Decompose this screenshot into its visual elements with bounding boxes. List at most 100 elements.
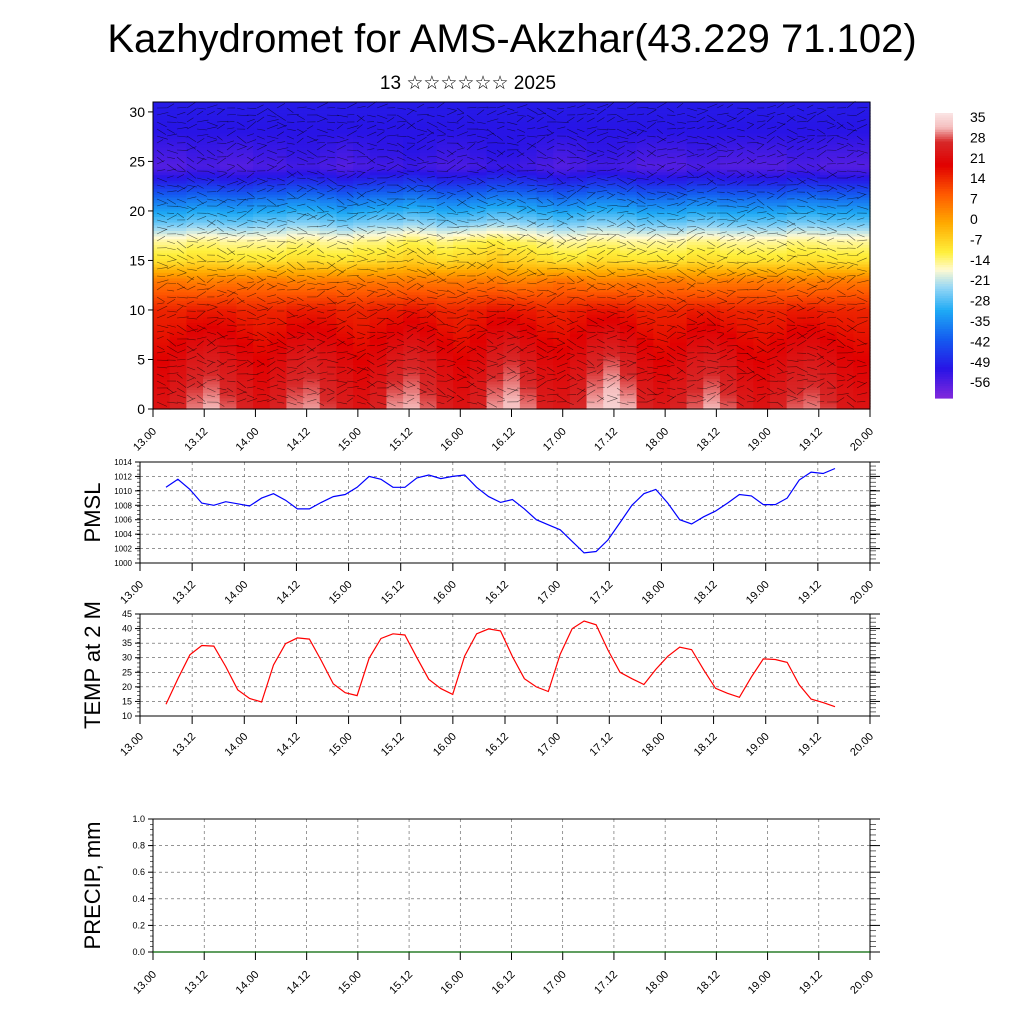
- wind-streak: [206, 126, 217, 130]
- heatmap-cell: [336, 174, 354, 178]
- wind-streak: [806, 104, 814, 109]
- heatmap-cell: [669, 291, 688, 296]
- heatmap-cell: [369, 286, 388, 290]
- heatmap-cell: [836, 110, 854, 114]
- heatmap-cell: [203, 300, 221, 304]
- heatmap-cell: [153, 300, 171, 304]
- heatmap-cell: [203, 155, 221, 159]
- heatmap-cell: [219, 353, 237, 357]
- heatmap-cell: [519, 386, 538, 391]
- heatmap-cell: [319, 283, 338, 287]
- wind-streak: [646, 119, 658, 123]
- heatmap-cell: [719, 249, 738, 254]
- heatmap-cell: [336, 369, 354, 374]
- heatmap-cell: [786, 375, 804, 379]
- heatmap-cell: [719, 314, 738, 318]
- heatmap-cell: [553, 244, 571, 248]
- heatmap-cell: [236, 160, 254, 164]
- wind-streak: [516, 114, 526, 117]
- heatmap-cell: [469, 358, 488, 363]
- heatmap-cell: [536, 233, 554, 237]
- heatmap-cell: [486, 311, 504, 315]
- heatmap-cell: [653, 258, 671, 262]
- heatmap-cell: [853, 113, 871, 117]
- heatmap-cell: [436, 141, 454, 145]
- heatmap-cell: [469, 171, 488, 176]
- heatmap-cell: [236, 129, 254, 134]
- heatmap-cell: [319, 322, 338, 326]
- heatmap-cell: [603, 132, 621, 137]
- heatmap-cell: [653, 378, 671, 382]
- heatmap-cell: [203, 316, 221, 321]
- heatmap-cell: [336, 102, 354, 106]
- heatmap-cell: [203, 314, 221, 318]
- heatmap-cell: [786, 219, 804, 223]
- heatmap-cell: [769, 361, 788, 365]
- heatmap-cell: [319, 383, 338, 388]
- heatmap-cell: [553, 288, 571, 293]
- heatmap-cell: [686, 227, 704, 231]
- heatmap-cell: [586, 406, 604, 410]
- heatmap-cell: [203, 381, 221, 385]
- heatmap-cell: [453, 288, 471, 293]
- heatmap-cell: [719, 118, 738, 123]
- heatmap-cell: [619, 389, 638, 393]
- heatmap-cell: [569, 375, 588, 379]
- heatmap-cell: [803, 381, 821, 385]
- heatmap-cell: [453, 344, 471, 349]
- heatmap-cell: [419, 222, 438, 226]
- heatmap-cell: [303, 261, 321, 265]
- heatmap-cell: [586, 319, 604, 324]
- heatmap-cell: [653, 129, 671, 134]
- heatmap-cell: [403, 121, 421, 125]
- heatmap-cell: [436, 113, 454, 117]
- heatmap-cell: [169, 210, 187, 215]
- heatmap-cell: [303, 127, 321, 131]
- heatmap-cell: [219, 208, 237, 212]
- heatmap-cell: [336, 188, 354, 192]
- heatmap-cell: [369, 367, 388, 371]
- heatmap-cell: [803, 171, 821, 176]
- heatmap-cell: [786, 381, 804, 385]
- heatmap-cell: [203, 255, 221, 259]
- heatmap-cell: [553, 188, 571, 192]
- heatmap-cell: [153, 166, 171, 170]
- wind-streak: [426, 128, 435, 135]
- heatmap-cell: [319, 286, 338, 290]
- heatmap-cell: [636, 155, 654, 159]
- heatmap-cell: [253, 247, 271, 251]
- heatmap-cell: [169, 171, 187, 176]
- heatmap-cell: [536, 171, 554, 176]
- wind-streak: [686, 114, 697, 119]
- heatmap-cell: [419, 328, 438, 332]
- heatmap-cell: [253, 288, 271, 293]
- heatmap-cell: [653, 188, 671, 192]
- heatmap-cell: [803, 258, 821, 262]
- heatmap-cell: [269, 302, 287, 307]
- heatmap-cell: [469, 263, 488, 268]
- heatmap-cell: [703, 319, 721, 324]
- heatmap-cell: [803, 146, 821, 151]
- heatmap-cell: [169, 277, 187, 282]
- heatmap-cell: [769, 294, 788, 298]
- heatmap-cell: [653, 132, 671, 137]
- heatmap-cell: [253, 227, 271, 231]
- heatmap-cell: [486, 244, 504, 248]
- heatmap-cell: [436, 129, 454, 134]
- heatmap-cell: [819, 283, 838, 287]
- heatmap-cell: [186, 311, 204, 315]
- heatmap-cell: [219, 381, 237, 385]
- wind-streak: [656, 114, 664, 119]
- heatmap-cell: [436, 152, 454, 156]
- heatmap-cell: [303, 149, 321, 153]
- heatmap-cell: [636, 364, 654, 368]
- heatmap-cell: [753, 272, 771, 276]
- heatmap-cell: [336, 286, 354, 290]
- heatmap-cell: [753, 238, 771, 243]
- heatmap-cell: [769, 143, 788, 148]
- heatmap-cell: [486, 400, 504, 405]
- heatmap-cell: [719, 302, 738, 307]
- heatmap-cell: [369, 194, 388, 198]
- heatmap-cell: [169, 269, 187, 273]
- heatmap-cell: [419, 319, 438, 324]
